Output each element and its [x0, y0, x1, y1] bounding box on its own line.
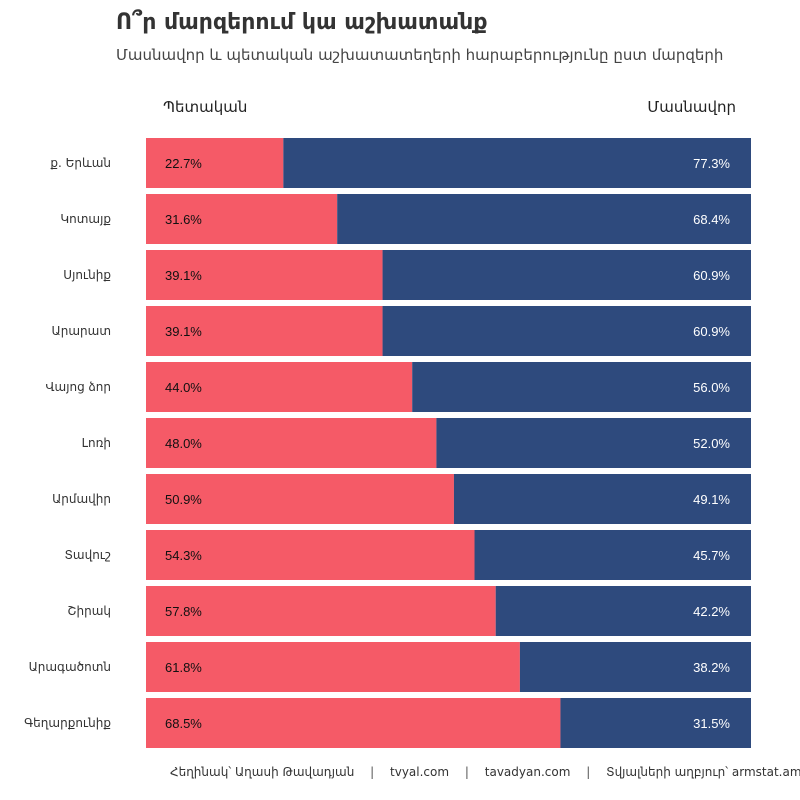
- category-label: Արարատ: [52, 324, 111, 338]
- data-label-public: 48.0%: [165, 436, 202, 451]
- data-label-private: 52.0%: [693, 436, 730, 451]
- data-label-public: 22.7%: [165, 156, 202, 171]
- data-label-public: 68.5%: [165, 716, 202, 731]
- data-label-public: 31.6%: [165, 212, 202, 227]
- bar-private: [495, 586, 751, 636]
- bar-public: [146, 194, 338, 244]
- bar-public: [146, 362, 413, 412]
- category-label: Սյունիք: [63, 268, 111, 282]
- category-label: Լոռի: [82, 436, 111, 450]
- bar-private: [474, 530, 751, 580]
- bar-private: [453, 474, 751, 524]
- category-label: Արագածոտն: [29, 660, 111, 674]
- data-label-public: 39.1%: [165, 268, 202, 283]
- data-label-private: 60.9%: [693, 324, 730, 339]
- data-label-private: 49.1%: [693, 492, 730, 507]
- footer-separator: |: [586, 765, 591, 779]
- data-label-public: 61.8%: [165, 660, 202, 675]
- chart-title: Ո՞ր մարզերում կա աշխատանք: [116, 10, 488, 35]
- category-label: Վայոց ձոր: [45, 380, 111, 394]
- bar-public: [146, 138, 284, 188]
- data-label-public: 39.1%: [165, 324, 202, 339]
- data-label-private: 56.0%: [693, 380, 730, 395]
- bar-public: [146, 586, 496, 636]
- footer-separator: |: [370, 765, 375, 779]
- bar-private: [283, 138, 751, 188]
- data-label-private: 45.7%: [693, 548, 730, 563]
- data-label-private: 42.2%: [693, 604, 730, 619]
- category-label: Կոտայք: [60, 212, 111, 226]
- bar-private: [382, 250, 751, 300]
- chart-subtitle: Մասնավոր և պետական աշխատատեղերի հարաբերո…: [116, 46, 724, 64]
- bar-public: [146, 306, 383, 356]
- category-label: Շիրակ: [67, 604, 111, 618]
- data-label-private: 77.3%: [693, 156, 730, 171]
- bar-private: [436, 418, 751, 468]
- legend-public-label: Պետական: [163, 98, 248, 116]
- category-label: Արմավիր: [52, 492, 111, 506]
- bar-private: [519, 642, 751, 692]
- data-label-private: 60.9%: [693, 268, 730, 283]
- data-label-private: 38.2%: [693, 660, 730, 675]
- footer: Հեղինակ՝ Աղասի Թավադյան | tvyal.com | ta…: [170, 765, 800, 779]
- data-label-public: 57.8%: [165, 604, 202, 619]
- legend-private-label: Մասնավոր: [647, 98, 736, 116]
- bar-public: [146, 698, 561, 748]
- category-label: ք. Երևան: [50, 156, 111, 170]
- data-label-private: 68.4%: [693, 212, 730, 227]
- bar-private: [382, 306, 751, 356]
- data-label-public: 50.9%: [165, 492, 202, 507]
- bar-private: [560, 698, 751, 748]
- footer-separator: |: [464, 765, 469, 779]
- category-label: Գեղարքունիք: [24, 716, 111, 730]
- footer-site-tvyal[interactable]: tvyal.com: [390, 765, 450, 779]
- bar-public: [146, 418, 437, 468]
- bar-private: [412, 362, 751, 412]
- footer-author: Հեղինակ՝ Աղասի Թավադյան: [170, 765, 355, 779]
- bar-public: [146, 474, 454, 524]
- footer-source: Տվյալների աղբյուր՝ armstat.am: [606, 765, 800, 779]
- bar-public: [146, 642, 520, 692]
- footer-site-tavadyan[interactable]: tavadyan.com: [484, 765, 571, 779]
- bar-private: [337, 194, 751, 244]
- category-label: Տավուշ: [64, 548, 111, 562]
- bar-public: [146, 530, 475, 580]
- data-label-public: 44.0%: [165, 380, 202, 395]
- bar-public: [146, 250, 383, 300]
- data-label-public: 54.3%: [165, 548, 202, 563]
- data-label-private: 31.5%: [693, 716, 730, 731]
